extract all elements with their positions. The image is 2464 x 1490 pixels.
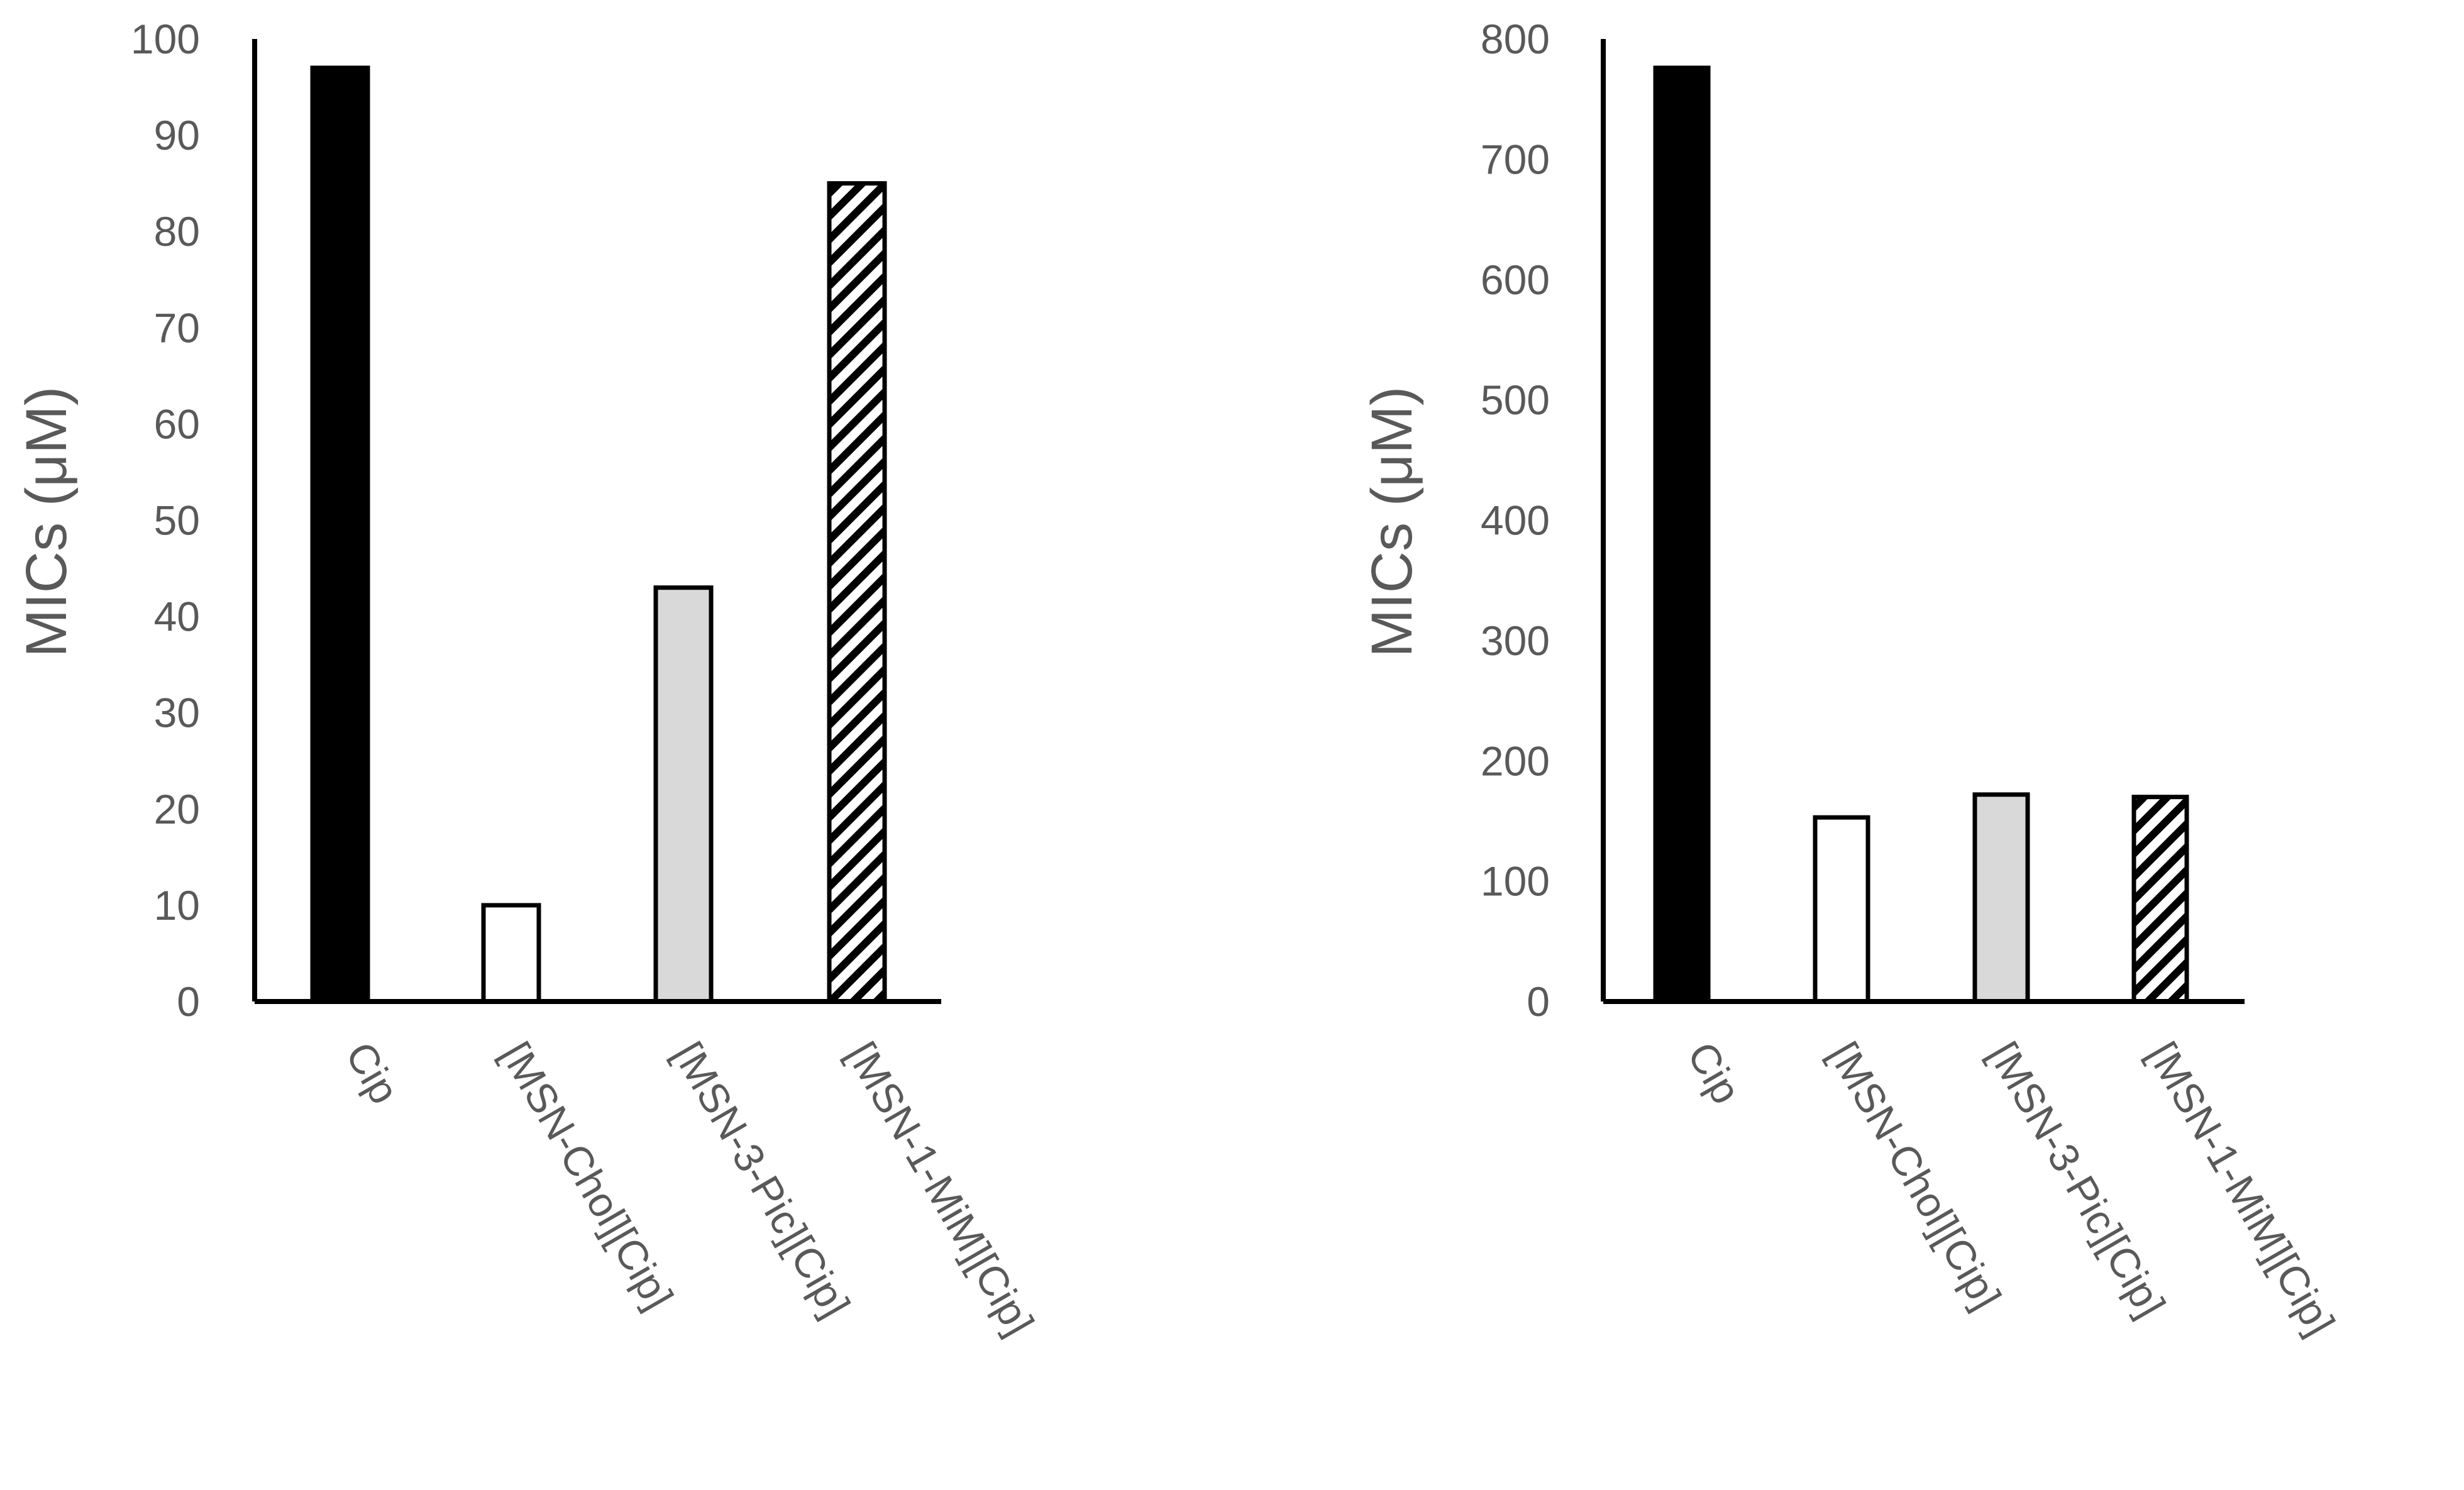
right-category-label: [MSN-Chol][Cip]: [1820, 1034, 2010, 1317]
right-y-tick-label: 100: [1481, 858, 1550, 905]
left-bar-2: [653, 585, 714, 1004]
right-y-tick-label: 500: [1481, 377, 1550, 423]
left-category-label: [MSN-3-Pic][Cip]: [665, 1034, 859, 1325]
left-y-tick-label: 10: [154, 882, 200, 929]
left-y-tick-label: 80: [154, 208, 200, 255]
left-y-tick-label: 50: [154, 497, 200, 544]
right-y-tick-labels: 0 100 200 300 400 500 600 700 800: [1481, 16, 1550, 1025]
right-bar-3: [2131, 795, 2189, 1004]
right-y-tick-label: 300: [1481, 617, 1550, 664]
right-category-label: Cip: [1679, 1034, 1750, 1112]
left-y-tick-label: 40: [154, 593, 200, 640]
right-y-tick-label: 700: [1481, 136, 1550, 182]
left-y-tick-label: 100: [131, 16, 200, 62]
left-bar-chart: MICs (μM) 0 10 20 30 40 50 60 70 80 90 100 Cip [MSN…: [14, 16, 1043, 1343]
left-category-label: [MSN-Chol][Cip]: [492, 1034, 682, 1317]
right-y-tick-label: 800: [1481, 16, 1550, 62]
right-bar-1: [1813, 815, 1870, 1004]
left-category-label: [MSN-1-MiM][Cip]: [838, 1034, 1043, 1343]
right-bar-0: [1653, 65, 1711, 1004]
left-bar-1: [481, 903, 541, 1004]
left-y-tick-labels: 0 10 20 30 40 50 60 70 80 90 100: [131, 16, 200, 1025]
left-y-tick-label: 60: [154, 400, 200, 447]
right-y-axis-title: MICs (μM): [1360, 386, 1424, 657]
right-y-tick-label: 400: [1481, 497, 1550, 544]
right-bar-2: [1972, 792, 2030, 1004]
left-bar-0: [310, 65, 370, 1004]
right-category-label: [MSN-3-Pic][Cip]: [1980, 1034, 2175, 1325]
right-bar-chart: MICs (μM) 0 100 200 300 400 500 600 700 800 Cip […: [1360, 16, 2344, 1343]
left-bars: [310, 65, 887, 1004]
right-category-labels: Cip [MSN-Chol][Cip][MSN-3-Pic][Cip][MSN-1…: [1679, 1034, 2344, 1343]
right-y-tick-label: 600: [1481, 257, 1550, 303]
left-y-tick-label: 20: [154, 786, 200, 832]
right-y-tick-label: 0: [1527, 978, 1550, 1025]
left-y-tick-label: 70: [154, 304, 200, 351]
left-bar-3: [827, 181, 887, 1004]
left-y-tick-label: 0: [177, 978, 200, 1025]
left-y-axis-title: MICs (μM): [14, 386, 79, 657]
left-y-tick-label: 30: [154, 690, 200, 736]
right-bars: [1653, 65, 2189, 1004]
right-y-tick-label: 200: [1481, 737, 1550, 784]
left-category-label: Cip: [337, 1034, 409, 1112]
left-y-tick-label: 90: [154, 112, 200, 158]
left-category-labels: Cip [MSN-Chol][Cip][MSN-3-Pic][Cip][MSN-1…: [337, 1034, 1043, 1343]
